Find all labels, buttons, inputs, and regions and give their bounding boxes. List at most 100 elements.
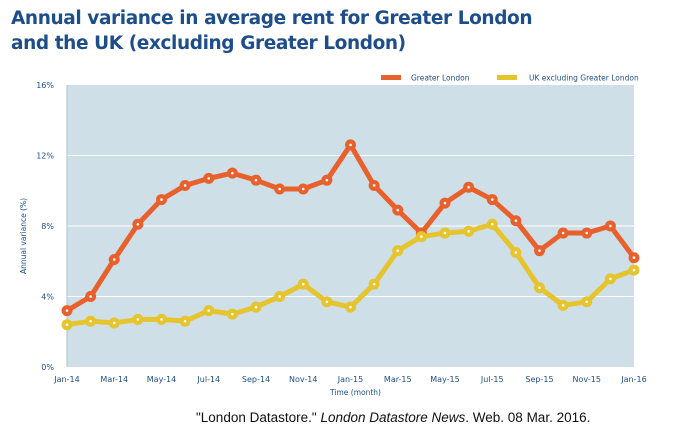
x-tick-label: Jan-14 <box>53 375 79 384</box>
data-point-center <box>207 309 211 312</box>
data-point-center <box>89 295 92 298</box>
data-point <box>581 227 593 239</box>
data-point <box>463 225 475 237</box>
data-point <box>132 313 144 325</box>
gridlines <box>67 155 634 297</box>
data-point-center <box>443 231 447 235</box>
data-point-center <box>254 305 258 309</box>
data-point <box>392 204 404 216</box>
data-point-center <box>538 249 541 252</box>
data-point <box>108 317 120 329</box>
data-point-center <box>301 187 305 191</box>
data-point <box>61 305 73 317</box>
data-point <box>486 194 498 206</box>
data-point-center <box>183 319 187 323</box>
data-point-center <box>490 222 494 226</box>
y-axis-ticks: 0% 4% 8% 12% 16% <box>36 81 54 372</box>
data-point <box>61 319 73 331</box>
x-tick-label: Jan-15 <box>337 375 363 384</box>
x-tick-label: May-14 <box>147 375 176 384</box>
data-point <box>297 183 309 195</box>
data-point-center <box>65 323 69 327</box>
citation: "London Datastore." London Datastore New… <box>196 410 590 425</box>
data-point-center <box>490 198 494 201</box>
data-point <box>226 167 238 179</box>
citation-publication: London Datastore News <box>320 410 466 425</box>
data-point <box>628 252 640 264</box>
data-point-center <box>632 256 636 260</box>
data-point-center <box>514 251 518 254</box>
data-point <box>368 179 380 191</box>
data-point <box>415 231 427 243</box>
data-point <box>85 291 97 302</box>
chart-title-line-1: Annual variance in average rent for Grea… <box>11 8 533 29</box>
data-point <box>179 179 191 191</box>
x-tick-label: Jul-15 <box>480 375 504 384</box>
data-point-center <box>112 321 116 325</box>
x-axis-ticks: Jan-14 Mar-14 May-14 Jul-14 Sep-14 Nov-14 Jan-… <box>53 375 646 384</box>
y-tick-label: 8% <box>41 222 54 231</box>
x-axis-label: Time (month) <box>329 388 381 397</box>
y-tick-label: 16% <box>36 81 54 90</box>
data-point-center <box>325 178 329 182</box>
data-point-center <box>231 312 234 316</box>
series-uk-excluding-greater-london <box>61 218 640 331</box>
data-point <box>557 299 569 311</box>
data-point-center <box>207 177 211 180</box>
data-point <box>203 172 215 184</box>
legend-label: Greater London <box>411 74 470 83</box>
data-point-center <box>609 224 612 228</box>
data-point <box>274 183 286 195</box>
data-point <box>439 197 451 209</box>
legend-swatch <box>381 75 401 80</box>
y-tick-label: 4% <box>41 293 54 302</box>
series-group <box>61 139 640 331</box>
x-tick-label: Jan-16 <box>620 375 646 384</box>
data-point <box>179 315 191 327</box>
data-point-center <box>420 235 423 238</box>
data-point-center <box>443 201 447 205</box>
data-point-center <box>632 268 636 272</box>
data-point-center <box>585 231 589 235</box>
data-point <box>581 296 593 308</box>
data-point <box>510 215 522 227</box>
data-point-center <box>561 231 565 235</box>
data-point-center <box>372 282 376 286</box>
data-point <box>628 264 640 276</box>
legend-swatch <box>497 75 517 80</box>
x-tick-label: May-15 <box>430 375 459 384</box>
data-point <box>345 139 356 151</box>
data-point <box>534 282 545 294</box>
data-point-center <box>160 318 163 321</box>
data-point-center <box>538 286 541 289</box>
data-point <box>557 227 569 239</box>
data-point-center <box>183 184 187 187</box>
data-point-center <box>467 185 470 189</box>
chart-title-line-2: and the UK (excluding Greater London) <box>11 33 406 54</box>
data-point <box>534 245 545 257</box>
data-point-center <box>585 300 589 304</box>
data-point <box>250 301 262 313</box>
data-point-center <box>65 309 69 312</box>
data-point-center <box>609 277 612 281</box>
x-tick-label: Sep-14 <box>242 375 270 384</box>
data-point-center <box>349 143 352 147</box>
data-point <box>132 218 144 230</box>
data-point-center <box>561 304 565 307</box>
citation-rest: . Web. 08 Mar. 2016. <box>465 410 591 425</box>
data-point <box>250 174 262 186</box>
data-point <box>297 278 309 290</box>
data-point-center <box>89 319 92 323</box>
data-point-center <box>254 178 258 182</box>
x-tick-label: Sep-15 <box>525 375 553 384</box>
y-axis-label: Annual variance (%) <box>19 198 28 274</box>
data-point-center <box>278 187 281 191</box>
data-point <box>85 315 97 327</box>
data-point-center <box>396 249 400 252</box>
legend: Greater London UK excluding Greater Londo… <box>381 74 639 83</box>
data-point <box>226 308 238 320</box>
data-point <box>345 301 356 313</box>
chart-title: Annual variance in average rent for Grea… <box>11 6 533 56</box>
data-point-center <box>231 171 234 175</box>
